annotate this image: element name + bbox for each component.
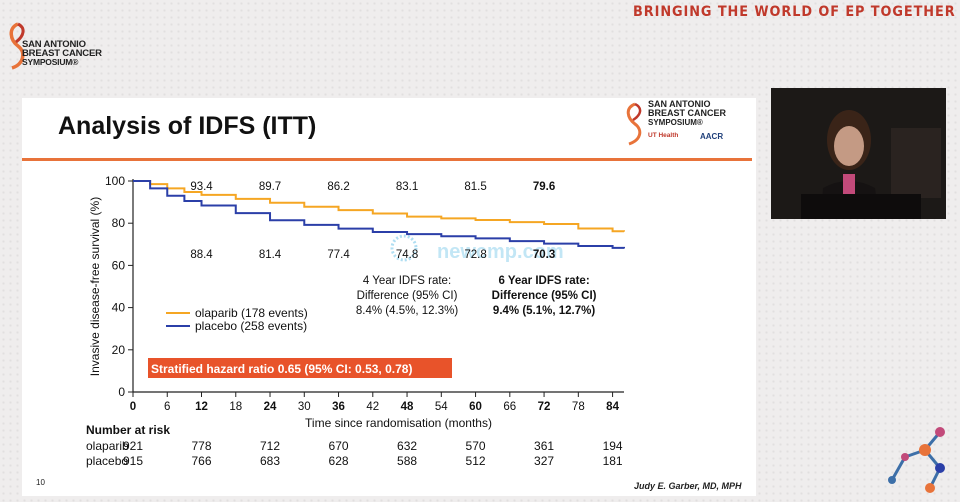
- speaker-video: [771, 88, 946, 219]
- idfs6-text: Difference (95% CI): [492, 290, 597, 302]
- x-tick-label: 30: [298, 401, 311, 413]
- x-tick-label: 48: [401, 401, 414, 413]
- idfs4-text: 8.4% (4.5%, 12.3%): [356, 305, 458, 317]
- y-tick-label: 40: [112, 301, 126, 315]
- placebo-rate-label: 77.4: [327, 249, 350, 261]
- risk-row-label: placebo: [86, 454, 128, 468]
- risk-table-cell: 194: [603, 439, 623, 453]
- x-tick-label: 42: [366, 401, 379, 413]
- x-axis-label: Time since randomisation (months): [305, 416, 492, 430]
- y-tick-label: 20: [112, 343, 126, 357]
- olaparib-rate-label: 89.7: [259, 181, 281, 193]
- x-tick-label: 36: [332, 401, 345, 413]
- olaparib-rate-label: 86.2: [327, 181, 349, 193]
- y-tick-label: 0: [118, 385, 125, 399]
- olaparib-rate-label: 93.4: [190, 181, 213, 193]
- ut-health-logo: UT Health: [648, 132, 679, 139]
- km-curve-placebo: [133, 180, 625, 249]
- risk-table-header: Number at risk: [86, 423, 170, 437]
- x-tick-label: 0: [130, 401, 136, 413]
- risk-table-cell: 670: [329, 439, 349, 453]
- km-chart: 0 20 40 60 80 100 0 6 12 18 24 30 36 42 48 54 60 66 72 78 84…: [86, 174, 625, 468]
- idfs4-text: 4 Year IDFS rate:: [363, 275, 451, 287]
- watermark: newcmp.com: [437, 241, 564, 263]
- risk-table-cell: 570: [466, 439, 486, 453]
- risk-table-cell: 766: [191, 454, 211, 468]
- legend-label: placebo (258 events): [195, 319, 307, 333]
- risk-table-cell: 181: [603, 454, 623, 468]
- decorative-molecule-icon: [888, 427, 945, 493]
- x-tick-label: 66: [503, 401, 516, 413]
- header-tagline: BRINGING THE WORLD OF EP TOGETHER: [633, 4, 956, 20]
- placebo-rate-label: 70.3: [533, 249, 555, 261]
- y-tick-label: 100: [105, 174, 125, 188]
- risk-table-cell: 327: [534, 454, 554, 468]
- legend-label: olaparib (178 events): [195, 306, 308, 320]
- risk-table-cell: 778: [191, 439, 211, 453]
- slide-logo-text: SAN ANTONIO BREAST CANCER SYMPOSIUM®: [648, 99, 727, 128]
- y-tick-label: 80: [112, 216, 126, 230]
- km-curve-olaparib: [133, 180, 625, 233]
- x-tick-label: 54: [435, 401, 448, 413]
- risk-row-label: olaparib: [86, 439, 129, 453]
- placebo-rate-label: 88.4: [190, 249, 213, 261]
- logo-text: SAN ANTONIO BREAST CANCER SYMPOSIUM®: [22, 39, 102, 67]
- x-tick-label: 18: [229, 401, 242, 413]
- ribbon-logo-icon: [9, 22, 25, 70]
- placebo-rate-label: 72.8: [464, 249, 486, 261]
- olaparib-rate-label: 81.5: [464, 181, 486, 193]
- x-tick-label: 24: [264, 401, 277, 413]
- x-tick-label: 6: [164, 401, 170, 413]
- olaparib-rate-label: 79.6: [533, 181, 555, 193]
- presenter-name: Judy E. Garber, MD, MPH: [634, 481, 742, 491]
- hazard-ratio-text: Stratified hazard ratio 0.65 (95% CI: 0.…: [151, 362, 412, 376]
- risk-table-cell: 361: [534, 439, 554, 453]
- title-divider: [22, 158, 752, 161]
- watermark-icon: [390, 234, 418, 262]
- presentation-slide: Analysis of IDFS (ITT) SAN ANTONIO BREAS…: [22, 98, 756, 496]
- slide-logo: SAN ANTONIO BREAST CANCER SYMPOSIUM® UT …: [620, 100, 750, 156]
- x-tick-label: 72: [538, 401, 551, 413]
- hazard-ratio-box: [148, 358, 452, 378]
- x-tick-label: 84: [606, 401, 619, 413]
- risk-table-cell: 712: [260, 439, 280, 453]
- risk-table-cell: 683: [260, 454, 280, 468]
- x-tick-label: 12: [195, 401, 208, 413]
- x-tick-label: 78: [572, 401, 585, 413]
- y-tick-label: 60: [112, 258, 126, 272]
- placebo-rate-label: 81.4: [259, 249, 282, 261]
- x-tick-label: 60: [469, 401, 482, 413]
- idfs4-text: Difference (95% CI): [357, 290, 458, 302]
- slide-title: Analysis of IDFS (ITT): [58, 112, 317, 140]
- idfs6-text: 6 Year IDFS rate:: [498, 275, 589, 287]
- aacr-logo: AACR: [700, 132, 724, 141]
- olaparib-rate-label: 83.1: [396, 181, 418, 193]
- page-number: 10: [36, 478, 45, 487]
- risk-table-cell: 632: [397, 439, 417, 453]
- risk-table-cell: 588: [397, 454, 417, 468]
- sabcs-logo: SAN ANTONIO BREAST CANCER SYMPOSIUM®: [6, 20, 126, 80]
- risk-table-cell: 512: [466, 454, 486, 468]
- risk-table-cell: 628: [329, 454, 349, 468]
- speaker-image: [771, 88, 946, 219]
- placebo-rate-label: 74.8: [396, 249, 418, 261]
- y-axis-label: Invasive disease-free survival (%): [88, 197, 102, 376]
- idfs6-text: 9.4% (5.1%, 12.7%): [493, 305, 595, 317]
- slide-ribbon-icon: [626, 102, 642, 146]
- risk-table-cell: 921: [123, 439, 143, 453]
- risk-table-cell: 915: [123, 454, 143, 468]
